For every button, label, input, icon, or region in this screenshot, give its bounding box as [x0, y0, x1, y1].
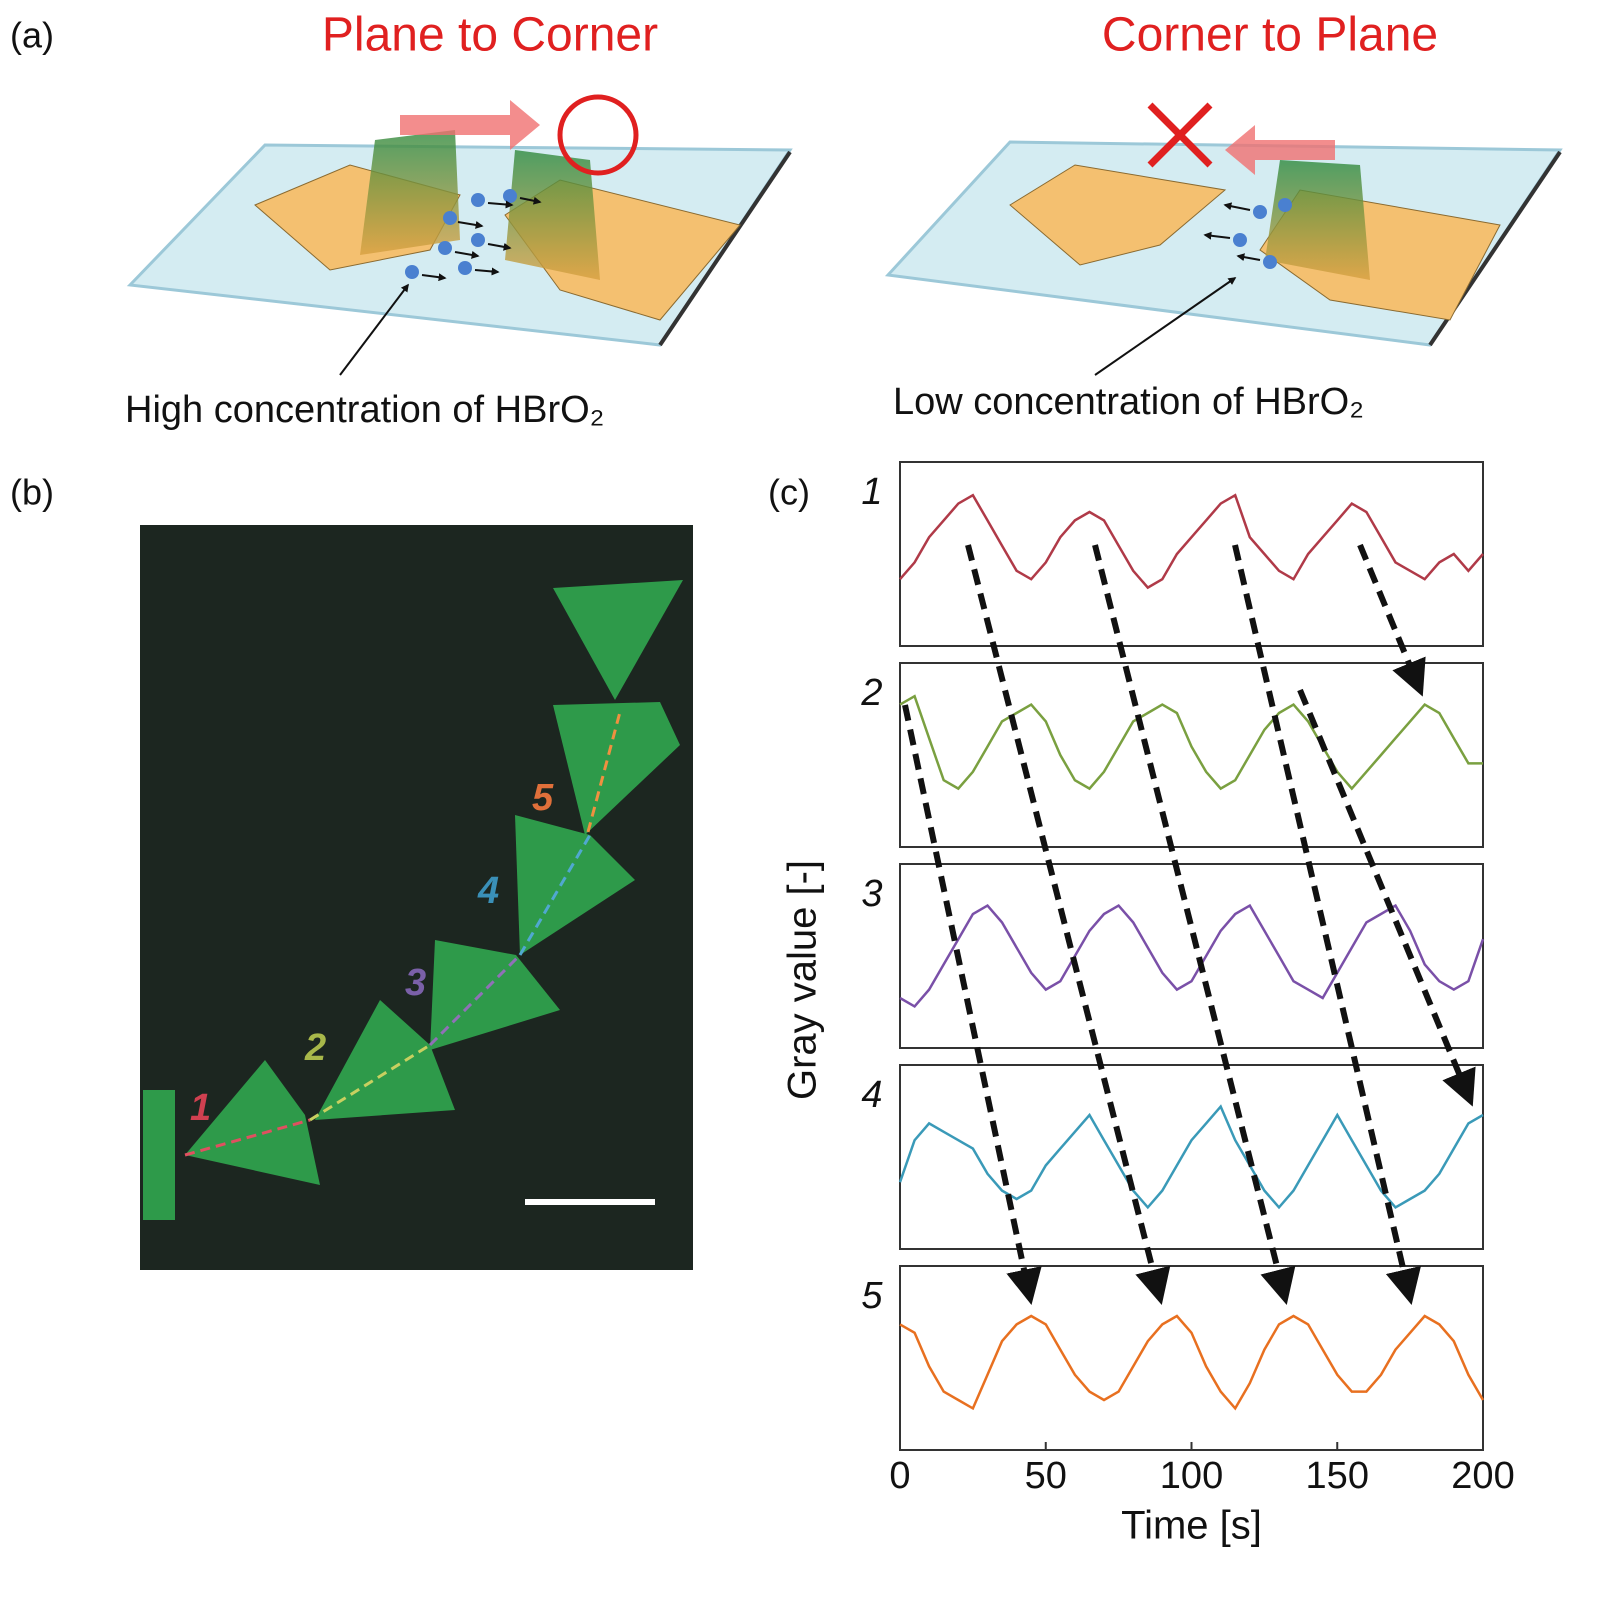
piece-label: 4 [477, 870, 499, 912]
panel-number: 4 [861, 1074, 882, 1116]
x-tick-label: 50 [1025, 1455, 1067, 1497]
red-arrow [400, 100, 540, 150]
fibers [360, 130, 460, 255]
title: Plane to Corner [322, 9, 658, 62]
series-line [899, 903, 1485, 1008]
fibers [505, 150, 600, 280]
x-axis-label: Time [s] [1121, 1504, 1262, 1548]
ng-mark [1147, 102, 1213, 168]
fibers [1265, 160, 1370, 280]
plot-frame [899, 461, 1484, 647]
plot-frame [899, 863, 1484, 1049]
diffusion-arrows [1203, 202, 1261, 262]
diffusion-arrows [421, 196, 542, 282]
x-tick-label: 200 [1451, 1455, 1514, 1497]
title: Corner to Plane [1102, 9, 1438, 62]
panel-label: (b) [10, 472, 54, 513]
caption: High concentration of HBrO₂ [125, 389, 604, 431]
x-tick-label: 100 [1160, 1455, 1223, 1497]
plot-frame [899, 662, 1484, 848]
gel-pieces [143, 580, 683, 1220]
piece-label: 1 [190, 1087, 211, 1129]
ok-mark [557, 94, 639, 176]
series-line [899, 1314, 1485, 1411]
panel-a: Plane to Corner Corner to Plane High con… [125, 9, 1563, 431]
molecules [1233, 198, 1292, 269]
panel-label: (c) [768, 472, 810, 513]
propagation-arrows [902, 543, 1476, 1306]
panel-b: 1 2 3 4 5 [140, 525, 693, 1270]
x-tick-label: 150 [1306, 1455, 1369, 1497]
panel-number: 1 [861, 471, 882, 513]
series-line [899, 694, 1483, 791]
panel-number: 2 [860, 672, 882, 714]
y-axis-label: Gray value [-] [781, 860, 825, 1100]
caption: Low concentration of HBrO₂ [893, 381, 1364, 423]
piece-labels: 1 2 3 4 5 [190, 777, 554, 1129]
piece-label: 5 [532, 777, 554, 819]
measure-lines [184, 711, 622, 1157]
plate-edge [658, 150, 792, 347]
gel-patch [1009, 164, 1227, 266]
piece-label: 3 [405, 962, 426, 1004]
plot-frame [899, 1265, 1484, 1451]
panel-number: 3 [861, 873, 882, 915]
piece-label: 2 [304, 1027, 326, 1069]
plot-frame [899, 1064, 1484, 1250]
pointer [1094, 277, 1237, 376]
x-tick-label: 0 [889, 1455, 910, 1497]
series-line [899, 493, 1484, 590]
panel-label: (a) [10, 15, 54, 56]
red-arrow [1225, 125, 1335, 175]
panel-number: 5 [861, 1275, 883, 1317]
molecules [405, 189, 517, 279]
pointer [339, 283, 409, 376]
series-line [898, 1104, 1484, 1210]
